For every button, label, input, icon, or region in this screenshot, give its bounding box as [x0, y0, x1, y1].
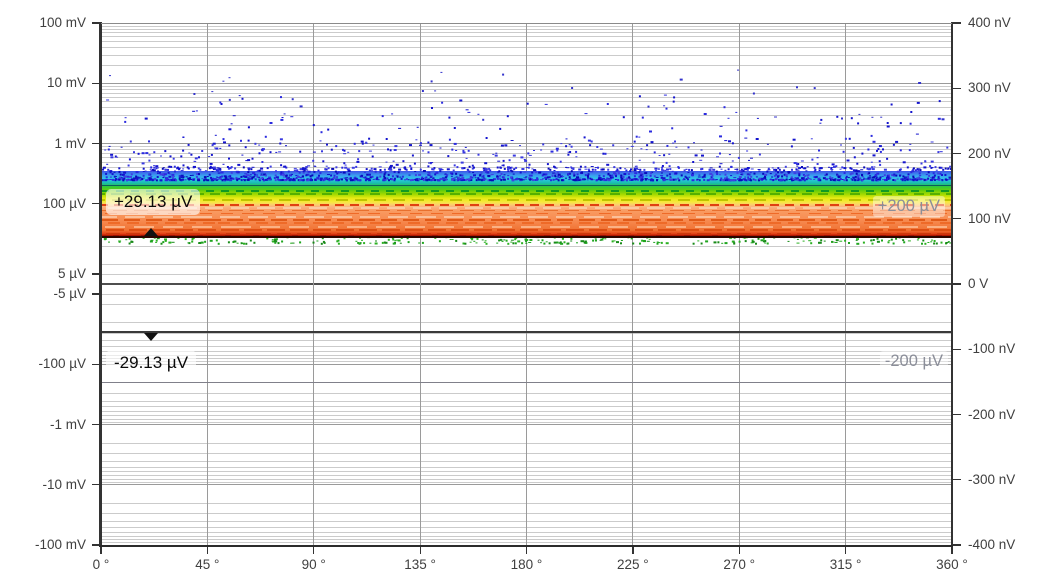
axis-tick-label: -5 µV — [53, 286, 86, 301]
band-stripe — [101, 225, 952, 228]
x-tick — [100, 546, 102, 554]
y-right-tick — [953, 22, 961, 24]
limit-label-positive: +200 µV — [872, 195, 945, 217]
band-stripe — [101, 218, 952, 221]
y-right-tick — [953, 283, 961, 285]
marker-triangle-down-icon — [143, 333, 158, 342]
y-left-tick — [92, 22, 100, 24]
y-left-tick — [92, 203, 100, 205]
axis-tick-label: -100 nV — [968, 341, 1016, 357]
y-right-tick — [953, 152, 961, 155]
axis-spine-left — [99, 22, 102, 547]
axis-tick-label: -400 nV — [968, 537, 1016, 552]
axis-tick-label: 0 ° — [92, 557, 110, 572]
x-tick — [206, 546, 209, 554]
y-left-tick — [92, 273, 100, 275]
axis-tick-label: -100 mV — [34, 537, 86, 552]
axis-tick-label: -100 µV — [38, 356, 86, 372]
gridline-vertical — [845, 23, 847, 545]
axis-tick-label: 360 ° — [936, 557, 968, 572]
y-right-tick — [953, 348, 961, 350]
axis-spine-top — [101, 22, 952, 24]
axis-tick-label: 45 ° — [195, 557, 220, 572]
limit-line — [101, 184, 952, 187]
gridline-vertical — [419, 23, 421, 545]
y-left-tick — [92, 142, 100, 145]
gridline-vertical — [738, 23, 740, 545]
axis-tick-label: 5 µV — [57, 266, 86, 281]
band-stripe — [101, 189, 952, 192]
noise-scatter-dots — [101, 69, 952, 245]
y-left-tick — [92, 484, 100, 486]
band-stripe — [101, 222, 952, 225]
axis-tick-label: -300 nV — [968, 471, 1016, 487]
axis-tick-label: 0 V — [968, 276, 989, 291]
axis-tick-label: 300 nV — [968, 80, 1011, 96]
axis-tick-label: 100 µV — [42, 195, 86, 211]
marker-label-negative: -29.13 µV — [106, 349, 197, 376]
axis-tick-label: 10 mV — [46, 75, 86, 91]
plot-area — [101, 23, 952, 545]
x-tick — [525, 546, 528, 554]
y-right-tick — [953, 218, 961, 220]
band-stripe — [101, 232, 952, 235]
axis-tick-label: 100 mV — [39, 15, 86, 30]
band-stripe — [101, 212, 952, 215]
y-left-tick — [92, 423, 100, 426]
y-right-tick — [953, 544, 961, 546]
gridline-vertical — [313, 23, 315, 545]
axis-tick-label: -10 mV — [42, 476, 86, 492]
axis-tick-label: 225 ° — [617, 557, 649, 572]
marker-line-positive — [101, 235, 952, 239]
axis-tick-label: 90 ° — [301, 557, 326, 572]
x-tick — [738, 546, 740, 554]
x-tick — [419, 546, 421, 554]
x-tick — [951, 546, 953, 554]
band-stripe — [101, 199, 952, 202]
y-right-tick — [953, 87, 961, 89]
limit-line — [101, 381, 952, 384]
y-left-tick — [92, 82, 100, 84]
axis-tick-label: 1 mV — [54, 135, 86, 151]
axis-spine-right — [951, 22, 954, 547]
axis-tick-label: 180 ° — [510, 557, 543, 572]
y-left-tick — [92, 363, 100, 365]
band-stripe — [101, 207, 952, 209]
axis-tick-label: -1 mV — [49, 416, 86, 432]
marker-label-positive: +29.13 µV — [106, 189, 201, 216]
x-tick — [632, 546, 634, 554]
gridline-vertical — [526, 23, 527, 545]
band-stripe — [101, 234, 952, 237]
x-tick — [313, 546, 315, 554]
y-left-tick — [92, 293, 100, 295]
band-stripe — [101, 215, 952, 218]
axis-tick-label: 315 ° — [829, 557, 862, 572]
band-stripe — [101, 209, 952, 212]
y-right-tick — [953, 479, 961, 481]
axis-tick-label: 100 nV — [968, 210, 1011, 226]
limit-label-negative: -200 µV — [879, 351, 948, 373]
axis-tick-label: 270 ° — [723, 557, 756, 572]
band-stripe — [101, 204, 952, 206]
axis-tick-label: 200 nV — [968, 145, 1011, 161]
axis-tick-label: 135 ° — [404, 557, 436, 572]
x-tick — [845, 546, 847, 554]
band-stripe — [101, 229, 952, 231]
axis-tick-label: -200 nV — [968, 406, 1016, 422]
band-stripe — [101, 193, 952, 195]
gridline-vertical — [632, 23, 634, 545]
y-left-tick — [92, 544, 100, 546]
marker-triangle-up-icon — [143, 228, 158, 237]
gridline-vertical — [206, 23, 208, 545]
y-right-tick — [953, 413, 961, 416]
axis-spine-bottom — [99, 544, 954, 547]
marker-line-negative — [101, 330, 952, 334]
axis-tick-label: 400 nV — [968, 15, 1011, 30]
